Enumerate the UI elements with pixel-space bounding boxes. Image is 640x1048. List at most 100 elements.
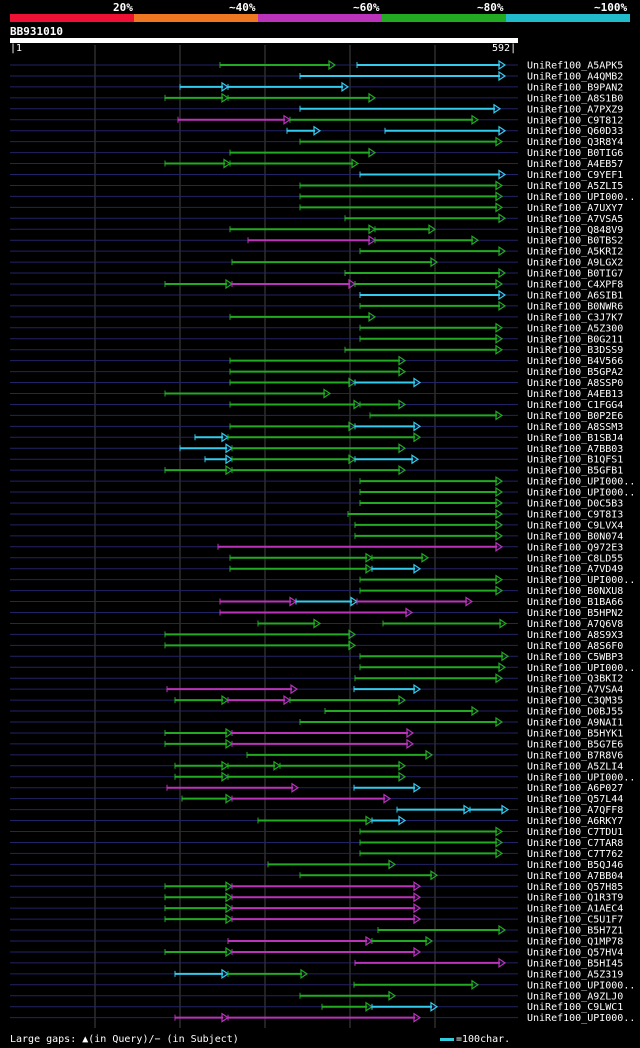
hit-row[interactable]: UniRef100_C7TAR8 <box>10 837 623 849</box>
hit-row[interactable]: UniRef100_B1SBJ4 <box>10 432 623 444</box>
hit-label[interactable]: UniRef100_A5Z319 <box>527 969 623 980</box>
hit-label[interactable]: UniRef100_B0P2E6 <box>527 411 623 422</box>
hit-label[interactable]: UniRef100_Q60D33 <box>527 126 623 137</box>
hit-row[interactable]: UniRef100_A7BB04 <box>10 870 623 882</box>
hit-row[interactable]: UniRef100_A6SIB1 <box>10 289 623 301</box>
hit-label[interactable]: UniRef100_UPI000.. <box>527 663 635 674</box>
hit-label[interactable]: UniRef100_C9LVX4 <box>527 520 623 531</box>
hit-row[interactable]: UniRef100_A7QFF8 <box>10 804 623 816</box>
hit-row[interactable]: UniRef100_A7VSA5 <box>10 213 623 225</box>
hit-label[interactable]: UniRef100_C9LWC1 <box>527 1002 623 1013</box>
hit-label[interactable]: UniRef100_A7VSA4 <box>527 685 623 696</box>
hit-row[interactable]: UniRef100_A5ZLI5 <box>10 180 623 192</box>
hit-row[interactable]: UniRef100_B5HPN2 <box>10 607 623 619</box>
hit-row[interactable]: UniRef100_A9LGX2 <box>10 256 623 269</box>
hit-row[interactable]: UniRef100_B0TIG6 <box>10 147 623 159</box>
hit-row[interactable]: UniRef100_B5GPA2 <box>10 366 623 378</box>
hit-row[interactable]: UniRef100_B3DSS9 <box>10 344 623 356</box>
hit-row[interactable]: UniRef100_UPI000.. <box>10 662 635 674</box>
hit-label[interactable]: UniRef100_A8SSP0 <box>527 378 623 389</box>
hit-row[interactable]: UniRef100_B5QJ46 <box>10 859 623 871</box>
hit-row[interactable]: UniRef100_A8S6F0 <box>10 640 623 652</box>
hit-row[interactable]: UniRef100_A7Q6V8 <box>10 618 623 630</box>
hit-label[interactable]: UniRef100_B5GFB1 <box>527 466 623 477</box>
hit-label[interactable]: UniRef100_C7TDU1 <box>527 827 623 838</box>
hit-row[interactable]: UniRef100_UPI000.. <box>10 191 635 203</box>
hit-row[interactable]: UniRef100_C3QM35 <box>10 694 623 707</box>
hit-row[interactable]: UniRef100_A5Z300 <box>10 322 623 334</box>
hit-row[interactable]: UniRef100_A7VD49 <box>10 563 623 575</box>
hit-row[interactable]: UniRef100_B0N074 <box>10 530 623 542</box>
hit-label[interactable]: UniRef100_A9LGX2 <box>527 258 623 269</box>
hit-row[interactable]: UniRef100_C9T812 <box>10 114 623 126</box>
hit-row[interactable]: UniRef100_A6P027 <box>10 782 623 794</box>
hit-label[interactable]: UniRef100_A7VSA5 <box>527 214 623 225</box>
hit-row[interactable]: UniRef100_UPI000.. <box>10 1012 635 1024</box>
hit-label[interactable]: UniRef100_Q1MP78 <box>527 937 623 948</box>
hit-label[interactable]: UniRef100_A9ZLJ0 <box>527 991 623 1002</box>
hit-row[interactable]: UniRef100_A5Z319 <box>10 968 623 980</box>
hit-label[interactable]: UniRef100_Q1R3T9 <box>527 893 623 904</box>
hit-row[interactable]: UniRef100_Q60D33 <box>10 125 623 137</box>
hit-row[interactable]: UniRef100_B5HYK1 <box>10 727 623 739</box>
hit-label[interactable]: UniRef100_Q57H85 <box>527 882 623 893</box>
hit-row[interactable]: UniRef100_B5HI45 <box>10 957 623 969</box>
hit-label[interactable]: UniRef100_B0G211 <box>527 334 623 345</box>
hit-label[interactable]: UniRef100_B1SBJ4 <box>527 433 623 444</box>
hit-label[interactable]: UniRef100_C5WBP3 <box>527 652 623 663</box>
hit-row[interactable]: UniRef100_Q1R3T9 <box>10 892 623 904</box>
hit-row[interactable]: UniRef100_A1AEC4 <box>10 903 623 915</box>
hit-label[interactable]: UniRef100_B5G7E6 <box>527 739 623 750</box>
hit-row[interactable]: UniRef100_UPI000.. <box>10 475 635 488</box>
hit-row[interactable]: UniRef100_A5KRI2 <box>10 246 623 258</box>
hit-label[interactable]: UniRef100_A7UXY7 <box>527 203 623 214</box>
hit-label[interactable]: UniRef100_A7Q6V8 <box>527 619 623 630</box>
hit-label[interactable]: UniRef100_A7PXZ9 <box>527 104 623 115</box>
hit-label[interactable]: UniRef100_B7R8V6 <box>527 750 623 761</box>
hit-label[interactable]: UniRef100_A6P027 <box>527 783 623 794</box>
hit-label[interactable]: UniRef100_B5GPA2 <box>527 367 623 378</box>
hit-label[interactable]: UniRef100_Q3BKI2 <box>527 674 623 685</box>
hit-row[interactable]: UniRef100_B4V566 <box>10 355 623 367</box>
hit-row[interactable]: UniRef100_A4EB57 <box>10 158 623 170</box>
hit-row[interactable]: UniRef100_Q1MP78 <box>10 935 623 948</box>
hit-label[interactable]: UniRef100_B0NWR6 <box>527 301 623 312</box>
hit-label[interactable]: UniRef100_C9T8I3 <box>527 509 623 520</box>
hit-label[interactable]: UniRef100_Q57HV4 <box>527 947 623 958</box>
hit-label[interactable]: UniRef100_D0BJ55 <box>527 707 623 718</box>
hit-row[interactable]: UniRef100_B5G7E6 <box>10 738 623 750</box>
hit-row[interactable]: UniRef100_A5ZLI4 <box>10 760 623 772</box>
hit-label[interactable]: UniRef100_B5QJ46 <box>527 860 623 871</box>
hit-label[interactable]: UniRef100_A6RKY7 <box>527 816 623 827</box>
hit-row[interactable]: UniRef100_C8LD55 <box>10 552 623 564</box>
hit-row[interactable]: UniRef100_B5GFB1 <box>10 465 623 477</box>
hit-label[interactable]: UniRef100_A8S6F0 <box>527 641 623 652</box>
hit-label[interactable]: UniRef100_B9PAN2 <box>527 82 623 93</box>
hit-row[interactable]: UniRef100_A8S9X3 <box>10 629 623 641</box>
hit-label[interactable]: UniRef100_B5H7Z1 <box>527 926 623 937</box>
hit-label[interactable]: UniRef100_UPI000.. <box>527 1013 635 1024</box>
hit-label[interactable]: UniRef100_Q57L44 <box>527 794 623 805</box>
hit-row[interactable]: UniRef100_UPI000.. <box>10 486 635 499</box>
hit-label[interactable]: UniRef100_UPI000.. <box>527 192 635 203</box>
hit-row[interactable]: UniRef100_Q972E3 <box>10 541 623 553</box>
hit-row[interactable]: UniRef100_A4QMB2 <box>10 70 623 82</box>
hit-row[interactable]: UniRef100_B0NXU8 <box>10 585 623 597</box>
hit-row[interactable]: UniRef100_B7R8V6 <box>10 749 623 761</box>
hit-label[interactable]: UniRef100_A8S1B0 <box>527 93 623 104</box>
hit-label[interactable]: UniRef100_A6SIB1 <box>527 290 623 301</box>
hit-label[interactable]: UniRef100_B3DSS9 <box>527 345 623 356</box>
hit-row[interactable]: UniRef100_C9LVX4 <box>10 519 623 531</box>
hit-label[interactable]: UniRef100_B4V566 <box>527 356 623 367</box>
hit-row[interactable]: UniRef100_B0NWR6 <box>10 300 623 312</box>
hit-label[interactable]: UniRef100_C3J7K7 <box>527 312 623 323</box>
hit-label[interactable]: UniRef100_A5ZLI5 <box>527 181 623 192</box>
hit-label[interactable]: UniRef100_B0N074 <box>527 531 623 542</box>
hit-label[interactable]: UniRef100_UPI000.. <box>527 477 635 488</box>
hit-row[interactable]: UniRef100_C5U1F7 <box>10 913 623 926</box>
hit-label[interactable]: UniRef100_C7TAR8 <box>527 838 623 849</box>
hit-row[interactable]: UniRef100_B0G211 <box>10 333 623 345</box>
hit-label[interactable]: UniRef100_B5HYK1 <box>527 728 623 739</box>
hit-row[interactable]: UniRef100_C9T8I3 <box>10 508 623 520</box>
hit-row[interactable]: UniRef100_B1BA66 <box>10 596 623 608</box>
